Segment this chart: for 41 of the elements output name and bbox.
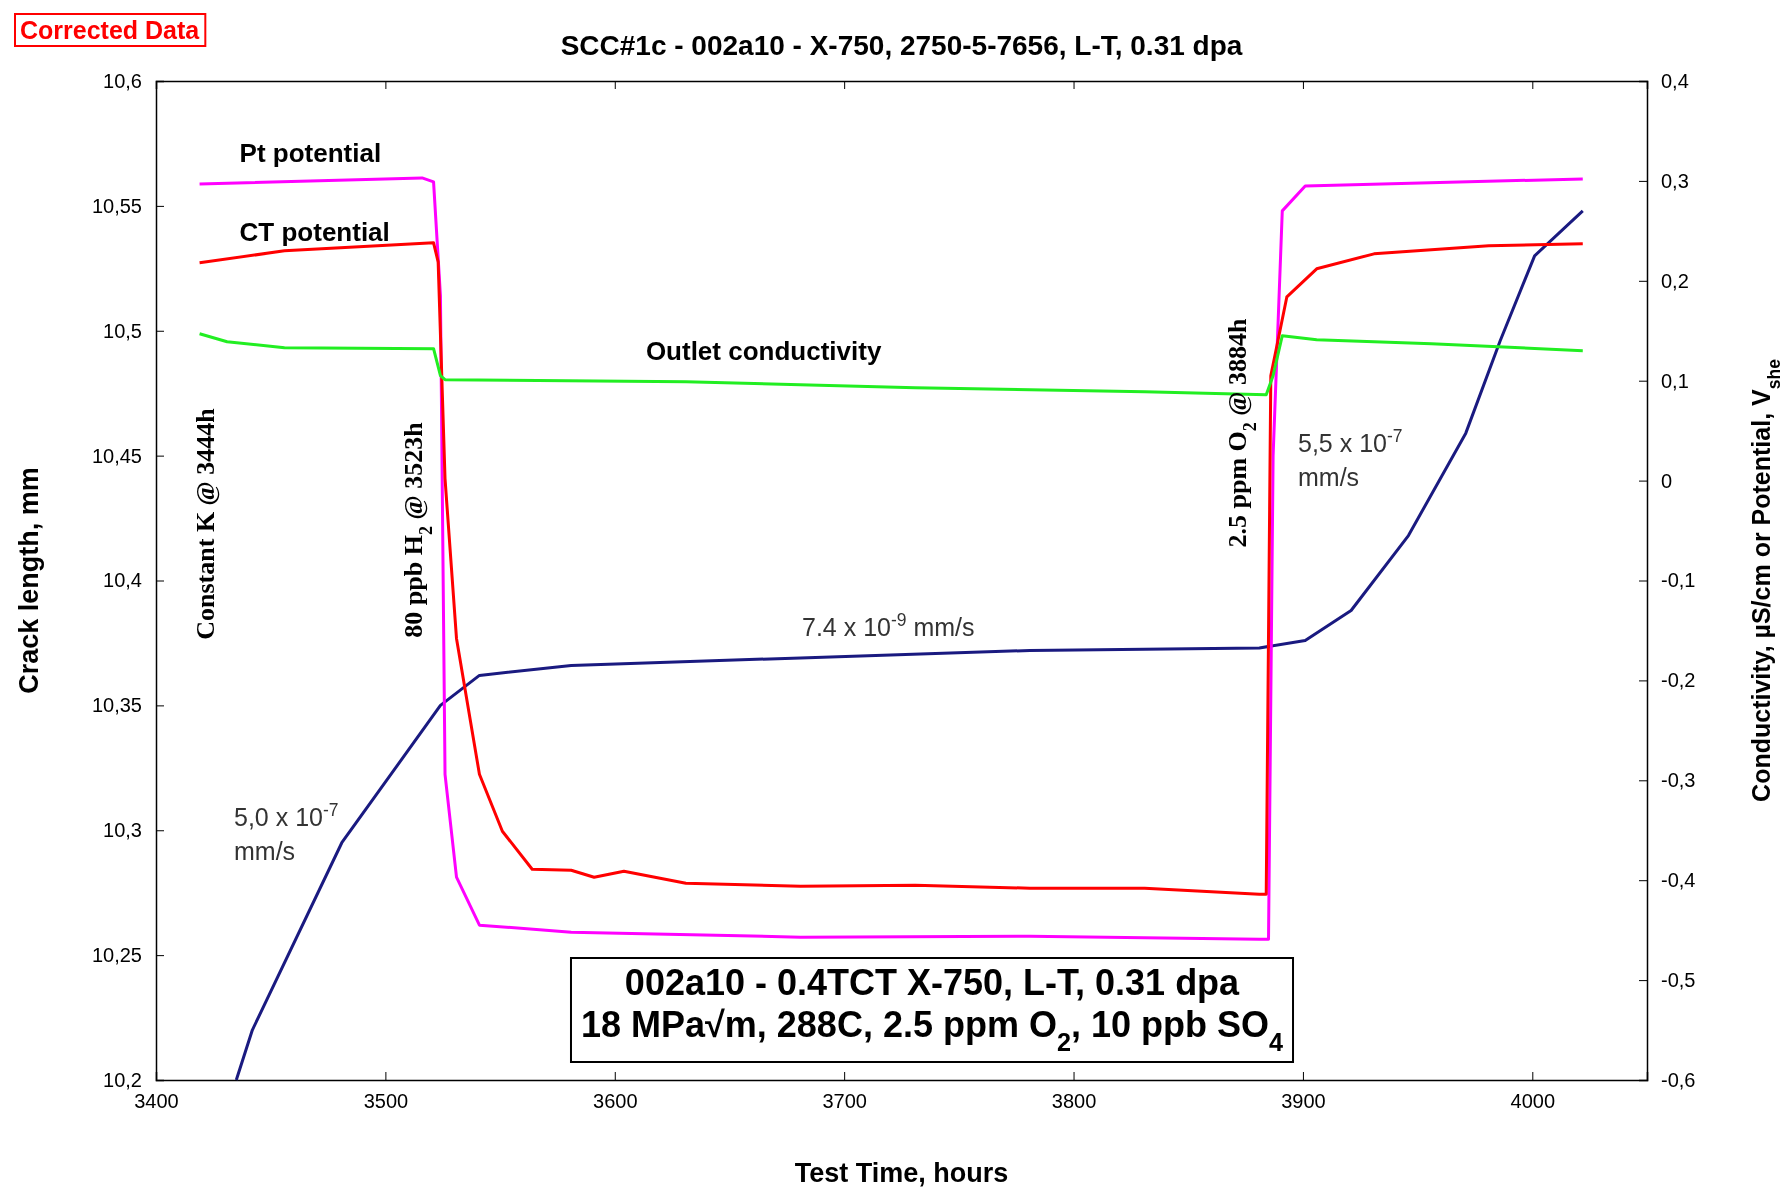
y-tick-label: 10,4 — [103, 569, 142, 592]
x-axis-title: Test Time, hours — [794, 1158, 1009, 1188]
y-tick-label: 10,5 — [103, 319, 142, 342]
annotation: 002a10 - 0.4TCT X-750, L-T, 0.31 dpa — [624, 962, 1241, 1003]
y2-tick-label: 0 — [1661, 469, 1673, 492]
text: Corrected Data — [20, 16, 201, 44]
y2-tick-label: 0,2 — [1661, 269, 1689, 292]
y-tick-label: 10,25 — [91, 944, 142, 967]
y2-tick-label: -0,1 — [1661, 569, 1696, 592]
x-tick-label: 3800 — [1051, 1090, 1097, 1113]
y-tick-label: 10,45 — [91, 444, 142, 467]
y2-tick-label: -0,2 — [1661, 669, 1696, 692]
x-tick-label: 3500 — [363, 1090, 409, 1113]
y2-tick-label: -0,3 — [1661, 769, 1696, 792]
text: 5,5 x 10$^{-7}$ mm/s — [1298, 426, 1403, 491]
y2-tick-label: -0,5 — [1661, 969, 1696, 991]
y2-tick-label: 0,1 — [1661, 369, 1689, 392]
x-tick-label: 3900 — [1281, 1090, 1326, 1113]
line-series — [234, 209, 1585, 1082]
y-tick-label: 10,55 — [91, 194, 142, 217]
y-tick-label: 10,35 — [91, 694, 142, 717]
x-tick-label: 4000 — [1510, 1090, 1556, 1113]
annotation: 18 MPa√m, 288C, 2.5 ppm O$_{2}$, 10 ppb SO$_{4}$ — [580, 1004, 1284, 1056]
series-label: CT potential — [239, 216, 390, 247]
text: 5,0 x 10$^{-7}$ mm/s — [234, 800, 339, 865]
y-tick-label: 10,6 — [103, 69, 142, 92]
y2-tick-label: -0,6 — [1661, 1068, 1696, 1091]
y2-tick-label: -0,4 — [1661, 869, 1696, 892]
x-tick-label: 3700 — [822, 1090, 867, 1113]
annotation: Constant K @ 3444h — [191, 407, 220, 640]
annotation: 7.4 x 10$^{-9}$ mm/s — [802, 610, 975, 641]
y2-tick-label: 0,4 — [1661, 69, 1689, 92]
series-label: Pt potential — [239, 137, 382, 168]
chart-title: SCC#1c - 002a10 - X-750, 2750-5-7656, L-T, 0.31 dpa — [560, 30, 1243, 61]
y-tick-label: 10,3 — [103, 819, 142, 842]
x-tick-label: 3400 — [134, 1090, 179, 1113]
y-axis-title: Crack length, mm — [14, 467, 44, 694]
y-tick-label: 10,2 — [103, 1068, 142, 1091]
y2-tick-label: 0,3 — [1661, 169, 1689, 192]
series-label: Outlet conductivity — [645, 335, 882, 366]
x-tick-label: 3600 — [593, 1090, 638, 1113]
